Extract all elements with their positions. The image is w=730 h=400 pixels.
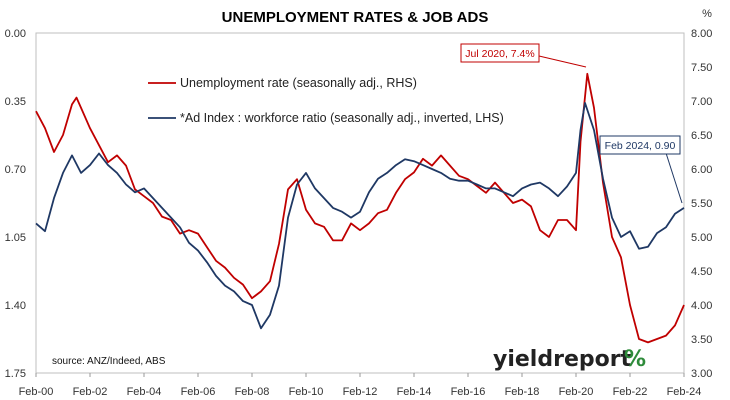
logo-text: yieldreport (493, 347, 632, 372)
callout-box-feb-2024 (599, 135, 681, 155)
right-tick-label: 6.50 (691, 130, 712, 142)
right-tick-label: 3.00 (691, 368, 712, 380)
legend-label-ad-index: *Ad Index : workforce ratio (seasonally … (180, 111, 504, 125)
left-tick-label: 0.70 (5, 164, 26, 176)
right-tick-label: 3.50 (691, 334, 712, 346)
right-tick-label: 7.00 (691, 96, 712, 108)
left-tick-label: 1.75 (5, 368, 26, 380)
x-tick-label: Feb-00 (19, 386, 54, 398)
right-axis-unit: % (702, 8, 712, 20)
right-tick-label: 5.00 (691, 232, 712, 244)
right-tick-label: 8.00 (691, 28, 712, 40)
logo-percent-icon: % (624, 347, 646, 372)
left-axis: 0.00 0.35 0.70 1.05 1.40 1.75 (5, 28, 26, 380)
callouts: Jul 2020, 7.4% Feb 2024, 0.90 (460, 43, 683, 204)
x-tick-label: Feb-20 (559, 386, 594, 398)
left-tick-label: 0.00 (5, 28, 26, 40)
x-tick-label: Feb-14 (397, 386, 432, 398)
right-axis: 8.00 7.50 7.00 6.50 6.00 5.50 5.00 4.50 4.00 3.50… (691, 28, 712, 380)
ad-index-line (35, 102, 685, 330)
x-tick-label: Feb-06 (181, 386, 216, 398)
x-tick-label: Feb-10 (289, 386, 324, 398)
left-tick-label: 0.35 (5, 96, 26, 108)
right-tick-label: 4.00 (691, 300, 712, 312)
x-tick-label: Feb-16 (451, 386, 486, 398)
chart-title: UNEMPLOYMENT RATES & JOB ADS (222, 9, 489, 26)
right-tick-label: 5.50 (691, 198, 712, 210)
legend: Unemployment rate (seasonally adj., RHS)… (148, 76, 504, 125)
left-tick-label: 1.05 (5, 232, 26, 244)
logo: yieldreport % (493, 347, 646, 372)
x-tick-label: Feb-12 (343, 386, 378, 398)
x-tick-label: Feb-08 (235, 386, 270, 398)
x-tick-label: Feb-04 (127, 386, 162, 398)
right-tick-label: 6.00 (691, 164, 712, 176)
callout-jul-2020: Jul 2020, 7.4% (465, 48, 534, 60)
source-note: source: ANZ/Indeed, ABS (52, 356, 166, 367)
right-tick-label: 7.50 (691, 62, 712, 74)
callout-leader-feb-2024 (665, 152, 683, 204)
callout-feb-2024: Feb 2024, 0.90 (605, 140, 676, 152)
callout-box-jul-2020 (460, 43, 540, 63)
x-tick-label: Feb-24 (667, 386, 702, 398)
callout-leader-jul-2020 (538, 55, 587, 68)
legend-label-unemployment: Unemployment rate (seasonally adj., RHS) (180, 76, 417, 90)
right-tick-label: 4.50 (691, 266, 712, 278)
x-tick-label: Feb-02 (73, 386, 108, 398)
x-tick-label: Feb-18 (505, 386, 540, 398)
series-layer (35, 72, 685, 344)
left-tick-label: 1.40 (5, 300, 26, 312)
x-tick-label: Feb-22 (613, 386, 648, 398)
x-axis: Feb-00 Feb-02 Feb-04 Feb-06 Feb-08 Feb-10 Feb-… (19, 373, 702, 398)
